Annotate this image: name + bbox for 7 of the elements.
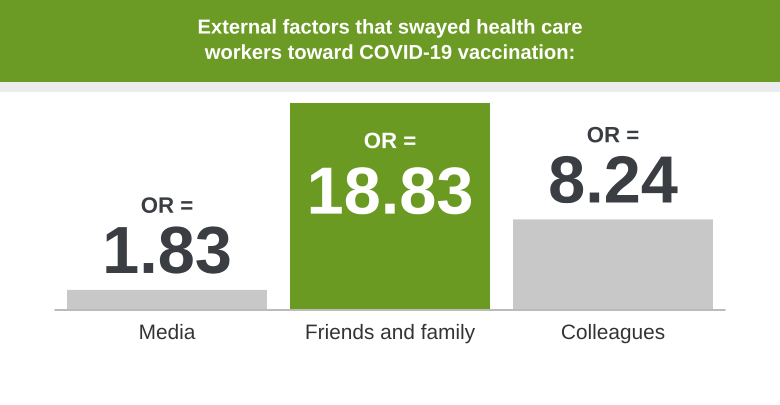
chart-title: External factors that swayed health care workers toward COVID-19 vaccination: [198,18,582,60]
data-label: OR = 18.83 [310,132,472,214]
x-tick-label: Media [140,324,196,340]
data-label: OR = 8.24 [550,126,678,204]
x-tick-label: Friends and family [306,324,476,344]
x-tick-label: Colleagues [562,324,664,344]
data-label: OR = 1.83 [106,197,230,274]
